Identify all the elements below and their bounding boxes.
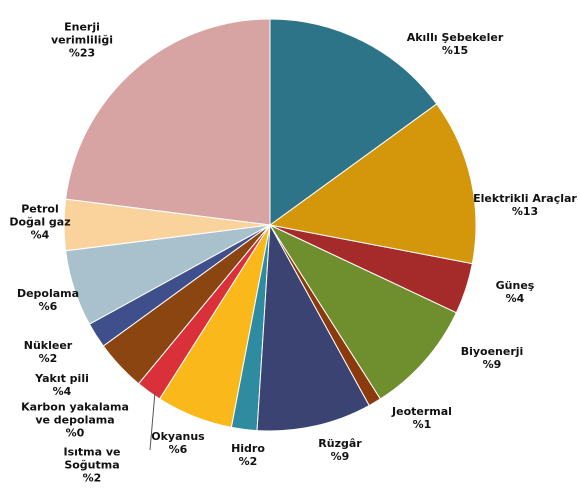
- slice-label: Jeotermal %1: [382, 405, 462, 431]
- slice-label: Yakıt pili %4: [22, 372, 102, 398]
- value-label: %23: [68, 46, 96, 60]
- value-label: %15: [441, 44, 469, 57]
- slice-label: Güneş %4: [485, 279, 545, 305]
- slice-label: Akıllı Şebekeler %15: [385, 31, 525, 57]
- value-label: %4: [30, 228, 50, 242]
- category-label: Okyanus: [151, 430, 205, 443]
- category-label: Enerji verimliliği: [50, 20, 113, 47]
- slice-label: Isıtma ve Soğutma %2: [52, 446, 132, 485]
- value-label: %13: [511, 205, 539, 218]
- value-label: %2: [238, 455, 258, 468]
- pie-slice: [268, 223, 458, 400]
- value-label: %0: [65, 426, 85, 440]
- value-label: %9: [482, 358, 502, 371]
- category-label: Hidro: [231, 442, 265, 455]
- category-label: Elektrikli Araçlar: [473, 192, 577, 205]
- slice-label: Karbon yakalama ve depolama %0: [20, 401, 130, 440]
- category-label: Nükleer: [23, 339, 73, 352]
- value-label: %2: [82, 471, 102, 485]
- value-label: %1: [412, 418, 432, 431]
- category-label: Isıtma ve Soğutma: [63, 445, 121, 472]
- value-label: %6: [168, 443, 188, 456]
- category-label: Yakıt pili: [35, 372, 89, 385]
- pie-slice: [256, 223, 370, 432]
- value-label: %6: [38, 300, 58, 313]
- value-label: %4: [505, 292, 525, 305]
- category-label: Jeotermal: [392, 405, 452, 418]
- value-label: %9: [330, 450, 350, 463]
- slice-label: Nükleer %2: [18, 339, 78, 365]
- leader-line: [149, 391, 156, 451]
- slice-label: Rüzgâr %9: [310, 437, 370, 463]
- slice-label: Hidro %2: [223, 442, 273, 468]
- slice-label: Petrol Doğal gaz %4: [5, 203, 75, 242]
- pie-slice: [269, 18, 438, 226]
- slice-label: Depolama %6: [8, 287, 88, 313]
- category-label: Petrol Doğal gaz: [9, 202, 71, 229]
- slice-label: Elektrikli Araçlar %13: [460, 192, 580, 218]
- category-label: Güneş: [495, 279, 535, 292]
- slice-label: Enerji verimliliği %23: [42, 21, 122, 60]
- category-label: Depolama: [16, 287, 80, 300]
- slice-label: Biyoenerji %9: [452, 345, 532, 371]
- slice-label: Okyanus %6: [143, 430, 213, 456]
- category-label: Biyoenerji: [460, 345, 524, 358]
- category-label: Rüzgâr: [318, 437, 362, 450]
- value-label: %4: [52, 385, 72, 398]
- value-label: %2: [38, 352, 58, 365]
- category-label: Akıllı Şebekeler: [406, 31, 504, 44]
- category-label: Karbon yakalama ve depolama: [21, 400, 129, 427]
- pie-slice: [65, 18, 271, 226]
- pie-slice: [268, 103, 477, 265]
